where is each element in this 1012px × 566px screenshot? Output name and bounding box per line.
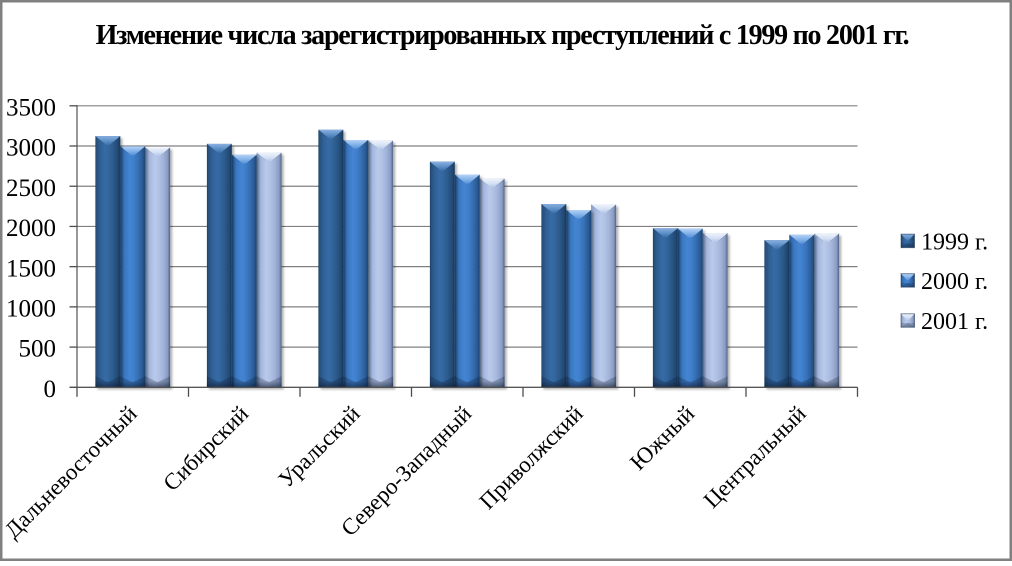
svg-text:500: 500 <box>19 336 57 363</box>
svg-text:2500: 2500 <box>6 175 56 202</box>
svg-text:2000 г.: 2000 г. <box>921 269 988 295</box>
svg-text:2000: 2000 <box>6 215 56 242</box>
svg-text:3000: 3000 <box>6 135 56 162</box>
svg-text:0: 0 <box>44 376 57 403</box>
svg-text:Изменение числа зарегистрирова: Изменение числа зарегистрированных прест… <box>96 20 909 51</box>
svg-text:3500: 3500 <box>6 94 56 121</box>
svg-text:1000: 1000 <box>6 295 56 322</box>
svg-text:1999 г.: 1999 г. <box>921 229 988 255</box>
svg-text:1500: 1500 <box>6 255 56 282</box>
svg-text:2001 г.: 2001 г. <box>921 309 988 335</box>
